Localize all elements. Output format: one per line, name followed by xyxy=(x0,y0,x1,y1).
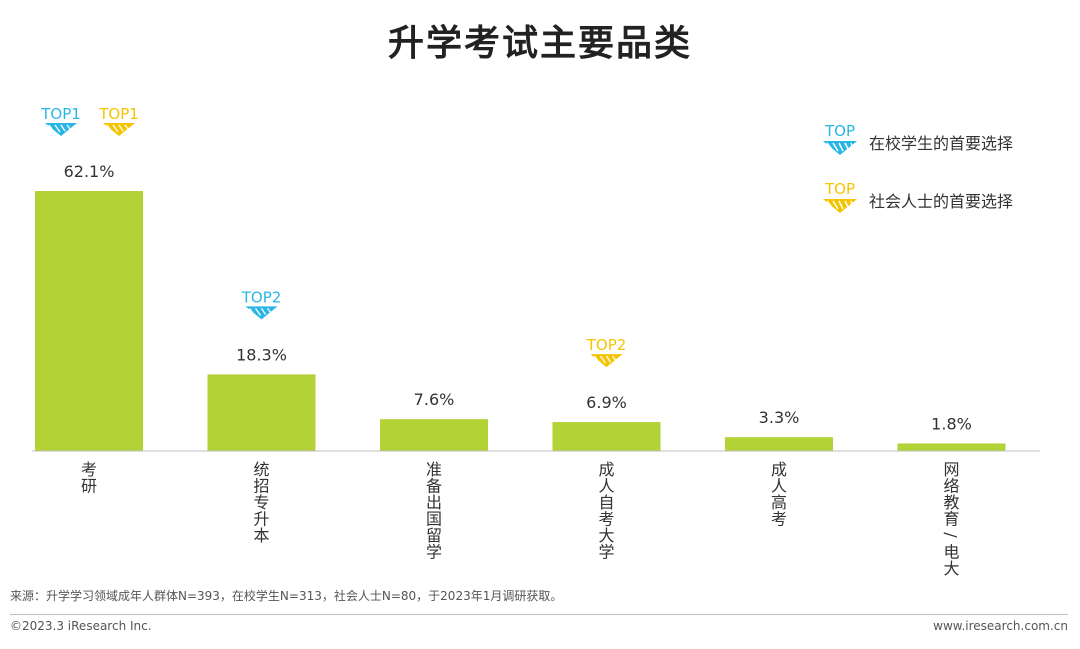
category-label-5-char-3: 育 xyxy=(943,510,959,529)
category-label-2-char-5: 学 xyxy=(426,543,442,562)
value-label-4: 3.3% xyxy=(759,408,800,427)
category-label-3-char-2: 自 xyxy=(598,493,614,512)
category-label-3-char-4: 大 xyxy=(598,526,614,545)
category-label-3-char-3: 考 xyxy=(598,510,614,529)
category-label-5-char-0: 网 xyxy=(943,460,959,479)
value-label-5: 1.8% xyxy=(931,414,972,433)
annotation-text-top2-student: TOP2 xyxy=(241,288,282,306)
annotation-text-top1-student: TOP1 xyxy=(40,105,81,123)
annotation-stripes-icon xyxy=(48,124,71,133)
category-label-4-char-0: 成 xyxy=(771,460,787,479)
annotation-badge-social-icon xyxy=(590,354,623,368)
top-badge-blue-icon: TOP xyxy=(823,122,857,155)
legend-label-social: 社会人士的首要选择 xyxy=(869,192,1014,211)
copyright: ©2023.3 iResearch Inc. xyxy=(10,619,152,633)
value-label-3: 6.9% xyxy=(586,393,627,412)
footer-divider xyxy=(10,614,1068,615)
annotation-text-top1-social: TOP1 xyxy=(98,105,139,123)
annotation-stripes-icon xyxy=(593,355,617,364)
category-label-5-char-6: 大 xyxy=(943,559,959,578)
category-label-2-char-0: 准 xyxy=(426,460,442,479)
bar-1 xyxy=(207,374,316,451)
value-label-2: 7.6% xyxy=(414,390,455,409)
category-label-4-char-2: 高 xyxy=(771,493,787,512)
website-link[interactable]: www.iresearch.com.cn xyxy=(933,619,1068,633)
category-label-2-char-2: 出 xyxy=(426,493,442,512)
annotation-badge-student-icon xyxy=(245,306,278,320)
category-label-3-char-1: 人 xyxy=(598,477,614,496)
category-label-3-char-5: 学 xyxy=(598,543,614,562)
category-label-1-char-3: 升 xyxy=(253,510,269,529)
top-badge-yellow-icon: TOP xyxy=(823,180,857,213)
category-label-0-char-0: 考 xyxy=(81,460,97,479)
category-label-3-char-0: 成 xyxy=(598,460,614,479)
value-label-0: 62.1% xyxy=(64,162,115,181)
category-label-1-char-4: 本 xyxy=(253,526,269,545)
category-label-5-char-4: / xyxy=(942,532,961,538)
category-label-5-char-2: 教 xyxy=(943,493,959,512)
bar-3 xyxy=(552,422,661,451)
value-label-1: 18.3% xyxy=(236,345,287,364)
annotation-badge-social-icon xyxy=(103,123,135,136)
bar-4 xyxy=(725,437,833,451)
annotation-badge-student-icon xyxy=(45,123,77,136)
category-label-2-char-1: 备 xyxy=(426,477,442,496)
annotation-text-top2-social: TOP2 xyxy=(586,336,627,354)
category-label-1-char-2: 专 xyxy=(253,493,269,512)
legend-badge-text: TOP xyxy=(824,122,855,140)
legend-badge-text: TOP xyxy=(824,180,855,198)
bar-2 xyxy=(380,419,488,451)
bar-5 xyxy=(897,443,1006,451)
annotation-stripes-icon xyxy=(248,307,272,316)
source-note: 来源：升学学习领域成年人群体N=393，在校学生N=313，社会人士N=80，于… xyxy=(10,589,563,603)
category-label-1-char-1: 招 xyxy=(253,477,269,496)
category-label-4-char-3: 考 xyxy=(771,510,787,529)
category-label-2-char-4: 留 xyxy=(426,526,442,545)
category-label-4-char-1: 人 xyxy=(771,477,787,496)
bar-0 xyxy=(35,191,143,451)
category-label-1-char-0: 统 xyxy=(253,460,269,479)
legend-label-student: 在校学生的首要选择 xyxy=(869,134,1014,153)
category-label-0-char-1: 研 xyxy=(81,477,97,496)
category-label-5-char-5: 电 xyxy=(943,543,959,562)
annotation-stripes-icon xyxy=(106,124,129,133)
category-label-2-char-3: 国 xyxy=(426,510,442,529)
chart-title: 升学考试主要品类 xyxy=(387,23,692,64)
category-label-5-char-1: 络 xyxy=(943,477,959,496)
